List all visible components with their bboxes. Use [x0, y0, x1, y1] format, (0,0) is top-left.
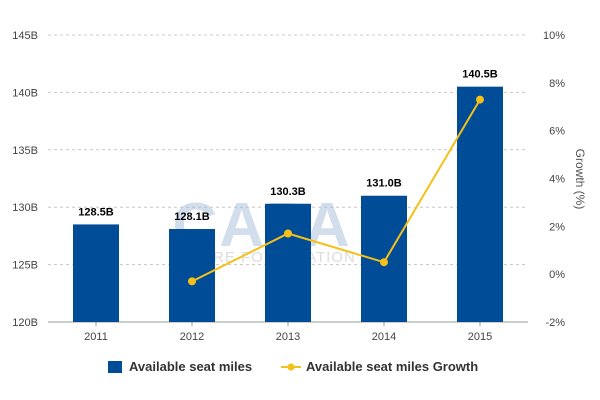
bar-series	[73, 86, 503, 322]
x-tick-label: 2014	[372, 331, 396, 343]
growth-line-series	[188, 95, 484, 286]
bar-data-label: 131.0B	[366, 178, 402, 190]
bar-data-labels: 128.5B 128.1B 130.3B 131.0B 140.5B	[78, 69, 498, 223]
legend-bar-label: Available seat miles	[129, 359, 252, 374]
growth-point	[188, 277, 196, 286]
y-left-tick-label: 120B	[12, 317, 38, 329]
y-left-tick-label: 125B	[12, 260, 38, 272]
legend-line-label: Available seat miles Growth	[306, 359, 478, 374]
growth-line	[191, 99, 481, 283]
bar	[73, 224, 119, 322]
y-left-tick-label: 135B	[12, 145, 38, 157]
bar-data-label: 128.5B	[78, 206, 114, 218]
x-tick-label: 2015	[468, 331, 492, 343]
bar-data-label: 140.5B	[462, 69, 498, 81]
y-right-axis-ticks: -2% 0% 2% 4% 6% 8% 10%	[543, 30, 565, 329]
y-right-tick-label: 10%	[543, 30, 565, 42]
y-right-tick-label: 6%	[549, 126, 565, 138]
legend-item-bars[interactable]: Available seat miles	[108, 359, 252, 374]
bar-data-label: 130.3B	[270, 186, 306, 198]
bar	[265, 203, 311, 322]
x-tick-label: 2011	[84, 331, 108, 343]
y-left-tick-label: 140B	[12, 87, 38, 99]
legend-bar-swatch	[108, 361, 122, 373]
growth-point	[476, 95, 484, 104]
growth-point	[284, 229, 292, 238]
legend: Available seat miles Available seat mile…	[108, 359, 478, 374]
y-right-tick-label: 0%	[549, 269, 565, 281]
bar	[169, 229, 215, 322]
x-tick-label: 2012	[180, 331, 204, 343]
y-right-tick-label: 8%	[549, 78, 565, 90]
y-left-axis-ticks: 120B 125B 130B 135B 140B 145B	[12, 30, 38, 329]
legend-line-marker	[287, 363, 295, 371]
bar	[457, 86, 503, 322]
legend-item-line[interactable]: Available seat miles Growth	[281, 359, 478, 374]
y-right-axis-title: Growth (%)	[573, 149, 587, 210]
y-right-tick-label: 4%	[549, 174, 565, 186]
y-left-tick-label: 145B	[12, 30, 38, 42]
bar-data-label: 128.1B	[174, 211, 210, 223]
growth-point	[380, 258, 388, 267]
x-axis-ticks: 2011 2012 2013 2014 2015	[84, 322, 492, 343]
x-tick-label: 2013	[276, 331, 300, 343]
y-left-tick-label: 130B	[12, 202, 38, 214]
y-right-tick-label: 2%	[549, 221, 565, 233]
y-right-tick-label: -2%	[545, 317, 565, 329]
